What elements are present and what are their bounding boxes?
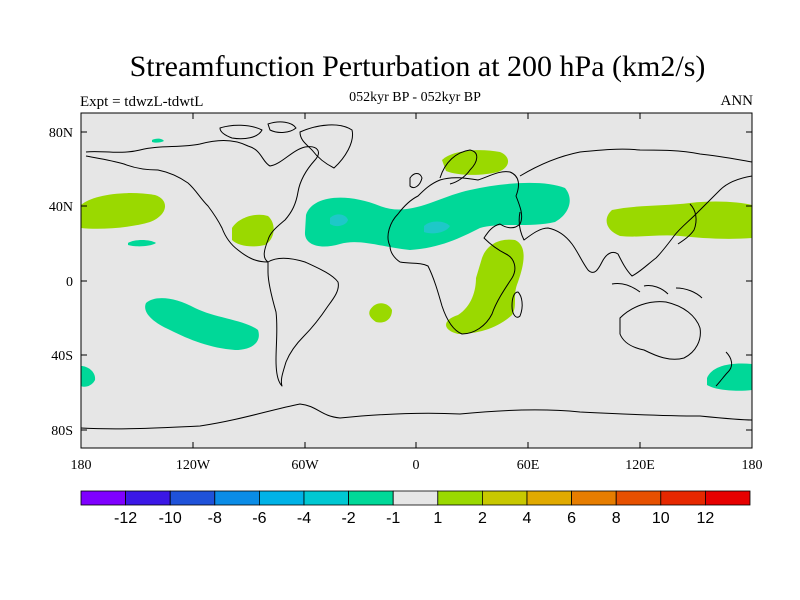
coast-asia [518, 148, 752, 277]
coast-africa-europe [387, 171, 523, 335]
colorbar-label: -6 [252, 510, 266, 527]
colorbar-label: 4 [523, 510, 532, 527]
positive-anomaly-south-atlantic [369, 303, 392, 323]
colorbar-label: -12 [114, 510, 137, 527]
coast-new-zealand [715, 351, 733, 387]
map-subtitle: 052kyr BP - 052kyr BP [349, 90, 481, 105]
negative-anomaly-arctic-patch [152, 138, 164, 143]
positive-anomaly-gulf-mexico [232, 214, 274, 247]
colorbar-swatch [303, 490, 349, 506]
coast-greenland [299, 124, 354, 169]
colorbar-label: 8 [612, 510, 621, 527]
longitude-axis [80, 113, 753, 448]
map-title: Streamfunction Perturbation at 200 hPa (… [129, 50, 706, 83]
colorbar-label: -10 [159, 510, 182, 527]
lon-tick-label: 0 [413, 458, 420, 473]
colorbar-label: -4 [297, 510, 311, 527]
coast-antarctica [81, 403, 752, 430]
positive-anomaly-east-africa [446, 239, 524, 334]
negative-anomaly-atlantic-core [330, 214, 348, 227]
colorbar-swatch [705, 490, 751, 506]
colorbar-label: 1 [433, 510, 442, 527]
colorbar-label: -1 [386, 510, 400, 527]
coast-arctic-islands [219, 121, 297, 140]
season-label: ANN [720, 93, 754, 109]
negative-anomaly-south-pacific [145, 298, 259, 350]
colorbar-label: -8 [208, 510, 222, 527]
coast-indonesia [611, 283, 703, 299]
lat-tick-label: 80N [49, 126, 73, 141]
coast-british-isles [409, 173, 423, 189]
colorbar-swatch [348, 490, 394, 506]
colorbar-swatch [660, 490, 706, 506]
colorbar-swatch [571, 490, 617, 506]
coast-scandinavia [439, 149, 478, 185]
lon-tick-label: 120E [625, 458, 655, 473]
colorbar-swatch [526, 490, 572, 506]
colorbar-swatch [214, 490, 260, 506]
coast-north-america [85, 140, 319, 263]
coastlines [81, 121, 752, 430]
map-background [81, 113, 752, 448]
colorbar-label: 12 [697, 510, 715, 527]
colorbar: -12 -10 -8 -6 -4 -2 -1 1 2 4 6 8 10 12 [80, 490, 751, 527]
anomaly-fields [81, 121, 752, 430]
positive-anomaly-north-pacific-east [81, 193, 166, 229]
lat-tick-label: 80S [51, 424, 73, 439]
colorbar-label: -2 [341, 510, 355, 527]
negative-anomaly-north-pacific-patch [128, 240, 156, 247]
lat-tick-label: 40S [51, 349, 73, 364]
colorbar-swatch [481, 490, 528, 506]
lon-tick-label: 60W [291, 458, 319, 473]
lon-tick-label: 120W [176, 458, 211, 473]
coast-south-america [267, 257, 339, 387]
colorbar-swatch [80, 490, 126, 506]
coast-madagascar [511, 291, 523, 318]
colorbar-label: 10 [652, 510, 670, 527]
lon-tick-label: 180 [71, 458, 92, 473]
colorbar-swatch [615, 490, 662, 506]
colorbar-label: 6 [567, 510, 576, 527]
coast-japan [677, 203, 697, 245]
colorbar-swatch [125, 490, 171, 506]
negative-anomaly-atlantic-band [304, 182, 570, 250]
colorbar-swatch [258, 490, 305, 506]
colorbar-swatch [437, 490, 483, 506]
lon-tick-label: 60E [517, 458, 540, 473]
coast-australia [619, 301, 701, 360]
latitude-axis [81, 131, 752, 431]
lat-tick-label: 40N [49, 200, 73, 215]
negative-anomaly-mediterranean-core [424, 221, 450, 234]
lon-tick-label: 180 [742, 458, 763, 473]
colorbar-swatch [392, 490, 439, 506]
colorbar-label: 2 [478, 510, 487, 527]
experiment-label: Expt = tdwzL-tdwtL [80, 94, 204, 110]
lat-tick-label: 0 [66, 275, 73, 290]
negative-anomaly-east-pacific-edge [81, 366, 96, 387]
positive-anomaly-north-pacific-west [606, 201, 752, 239]
colorbar-swatch [169, 490, 216, 506]
